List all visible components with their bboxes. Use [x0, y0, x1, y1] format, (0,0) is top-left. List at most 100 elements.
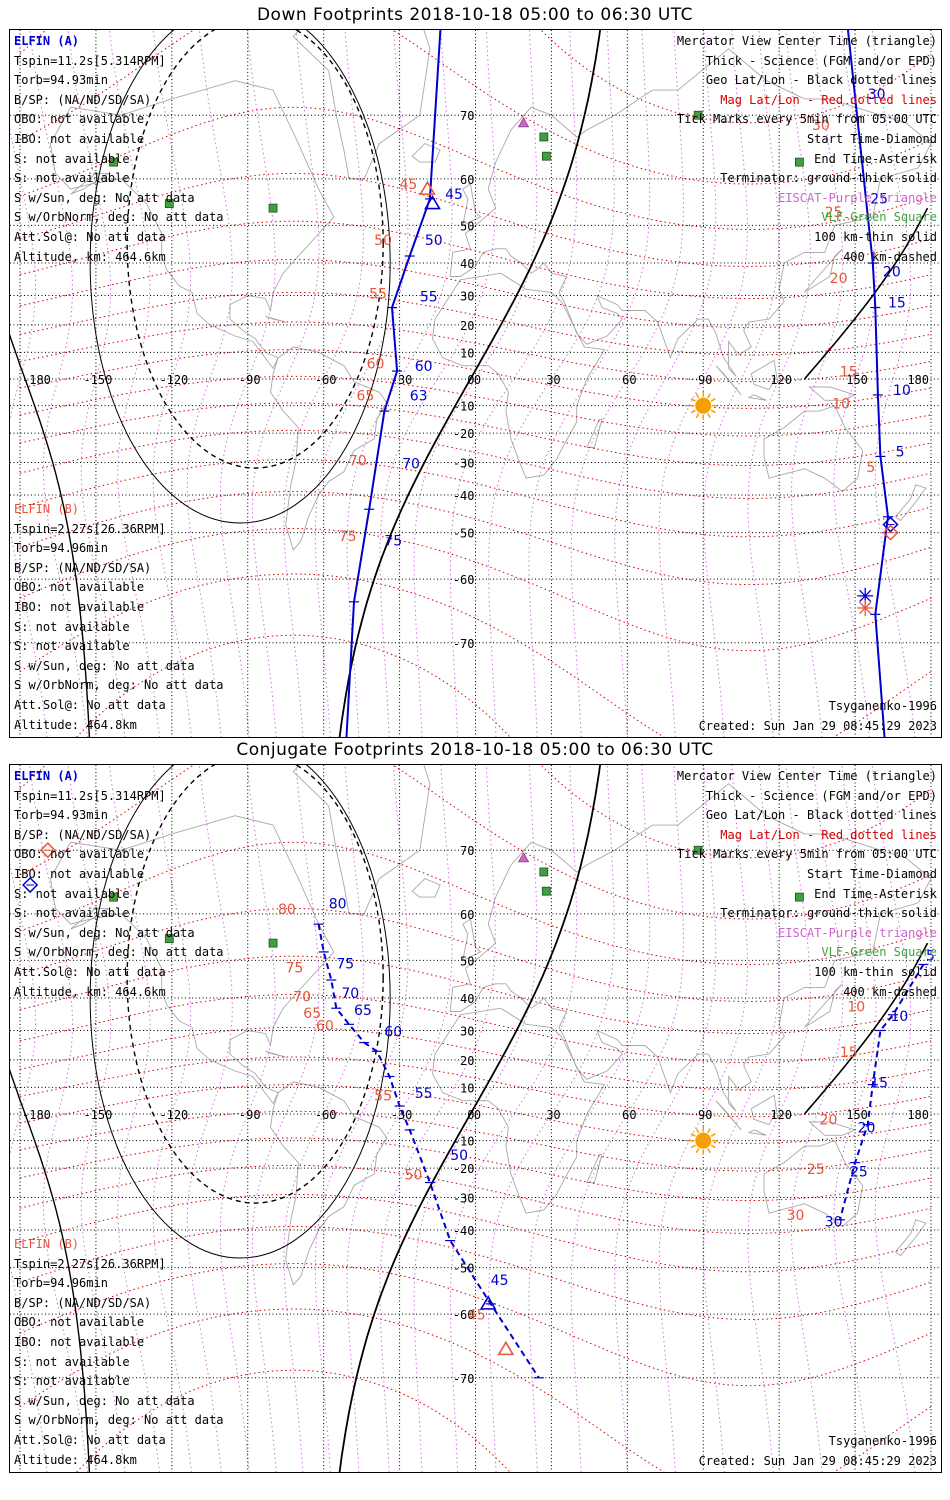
- sun-ray: [710, 1144, 716, 1149]
- coastline: [292, 765, 431, 915]
- mag-lon-line: [833, 765, 877, 1472]
- elfin-a-tick-label: 30: [825, 1215, 843, 1231]
- coastline: [808, 386, 857, 401]
- eiscat-triangle-icon: [517, 116, 530, 128]
- coastline: [265, 1050, 286, 1058]
- mag-lon-line: [152, 765, 192, 1472]
- oval-100km: [89, 765, 391, 1259]
- coastline: [449, 783, 932, 1112]
- mag-lon-line: [790, 30, 844, 737]
- info-line: Torb=94.93min: [14, 808, 108, 823]
- lon-label: 60: [622, 1108, 636, 1122]
- elfin-a-tick-label: 5: [926, 948, 935, 964]
- lon-label: -120: [159, 1108, 188, 1122]
- down-footprints-map: -180 -150 -120 -90 -60 -30 0 30 60 90 120 150 180 70 6…: [9, 29, 942, 738]
- coastline: [747, 1129, 767, 1136]
- elfin-a-tick-label: 15: [870, 1075, 888, 1091]
- mag-lat-line: [19, 1225, 932, 1321]
- vlf-square-icon: [268, 203, 278, 213]
- station-markers: [109, 845, 804, 1155]
- info-line: OBO: not available: [14, 847, 145, 862]
- vlf-square-icon: [268, 938, 278, 948]
- mag-lon-line: [747, 765, 811, 1472]
- elfin-b-center-triangle-icon: [419, 180, 436, 195]
- elfin-a-tick-label: 55: [420, 290, 438, 306]
- coastline: [750, 359, 778, 391]
- mag-lon-line: [570, 765, 684, 1472]
- coastline: [808, 1121, 857, 1136]
- coastline: [747, 394, 767, 401]
- mag-lon-line: [833, 30, 877, 737]
- coastline: [292, 30, 431, 180]
- mag-lat-line: [19, 907, 932, 1003]
- lon-label: 150: [846, 1108, 868, 1122]
- footprint-tracks: 4045505560637075302520151054045505560657…: [339, 30, 911, 737]
- legend-item: 100 km-thin solid: [814, 229, 937, 244]
- lon-label: -30: [391, 1108, 413, 1122]
- info-line: Tspin=11.2s[5.314RPM]: [14, 53, 166, 68]
- sun-ray: [707, 413, 711, 419]
- info-line: B/SP: (NA/ND/SD/SA): [14, 92, 152, 107]
- info-line: S: not available: [14, 619, 130, 634]
- lon-label: 150: [846, 373, 868, 387]
- legend: Mercator View Center Time (triangle) Thic…: [677, 767, 937, 1002]
- elfin-a-track: [317, 923, 540, 1379]
- model-name: Tsyganenko-1996: [828, 1434, 937, 1448]
- mag-lon-line: [790, 765, 844, 1472]
- mag-lat-line: [19, 765, 932, 920]
- elfin-a-end-asterisk-icon: [859, 589, 872, 602]
- info-line: S: not available: [14, 906, 130, 921]
- coastline: [70, 907, 111, 930]
- terminator-line: [803, 207, 929, 380]
- coastline-layer: [49, 30, 932, 551]
- lon-label: 180: [907, 1108, 929, 1122]
- lat-label: 60: [460, 908, 474, 922]
- legend: Mercator View Center Time (triangle) Thic…: [677, 32, 937, 267]
- lon-label: 60: [622, 373, 636, 387]
- terminator-line: [10, 333, 91, 737]
- lat-label: 0: [467, 1108, 474, 1122]
- legend-item: Tick Marks every 5min from 05:00 UTC: [676, 112, 937, 127]
- elfin-a-tick-label: 5: [896, 444, 905, 460]
- mag-lon-line: [10, 862, 48, 1472]
- info-line: S w/OrbNorm, deg: No att data: [14, 945, 224, 960]
- sun-ray: [710, 409, 716, 414]
- mag-lon-grid: [10, 30, 916, 737]
- info-line: Att.Sol@: No att data: [14, 697, 166, 712]
- conjugate-footprints-map: -180 -150 -120 -90 -60 -30 0 30 60 90 120 150 180 70 6…: [9, 764, 942, 1473]
- info-line: S: not available: [14, 151, 130, 166]
- mag-lat-line: [19, 1056, 932, 1118]
- coastline: [715, 365, 742, 396]
- lon-label: 120: [770, 373, 792, 387]
- elfin-b-tick-label: 55: [374, 1089, 392, 1105]
- lon-label: -90: [239, 1108, 261, 1122]
- info-line: S: not available: [14, 886, 130, 901]
- lon-label: 30: [546, 373, 560, 387]
- mag-lat-line: [19, 993, 932, 1064]
- lat-label: 30: [460, 1025, 474, 1039]
- legend-item: 400 km-dashed: [843, 249, 937, 264]
- vlf-square-icon: [109, 157, 119, 167]
- legend-item: End Time-Asterisk: [814, 151, 937, 166]
- map-canvas: -180 -150 -120 -90 -60 -30 0 30 60 90 120 150 180706…: [10, 765, 941, 1472]
- terminator-layer: [10, 765, 929, 1472]
- coastline: [763, 1140, 864, 1228]
- terminator-line: [10, 1068, 91, 1472]
- legend-item: Start Time-Diamond: [806, 866, 937, 881]
- info-line: OBO: not available: [14, 580, 145, 595]
- vlf-square-icon: [539, 867, 549, 877]
- lat-label: -10: [453, 1135, 475, 1149]
- mag-lon-line: [29, 30, 89, 737]
- footprint-tracks: 8075706560555045510152025308075706560555…: [22, 842, 935, 1379]
- elfin-b-start-diamond-icon: [39, 842, 56, 859]
- elfin-a-tick-label: 60: [384, 1025, 402, 1041]
- lat-label: 70: [460, 844, 474, 858]
- coastline: [894, 484, 927, 522]
- vlf-square-icon: [109, 892, 119, 902]
- lat-label: 20: [460, 1054, 474, 1068]
- elfin-a-info: ELFIN (A) Tspin=11.2s[5.314RPM] Torb=94.…: [14, 32, 224, 267]
- elfin-a-tick-label: 10: [893, 383, 911, 399]
- elfin-b-name: ELFIN (B): [14, 1237, 80, 1251]
- mag-lon-line: [186, 765, 233, 1472]
- mag-lon-line: [871, 765, 916, 1472]
